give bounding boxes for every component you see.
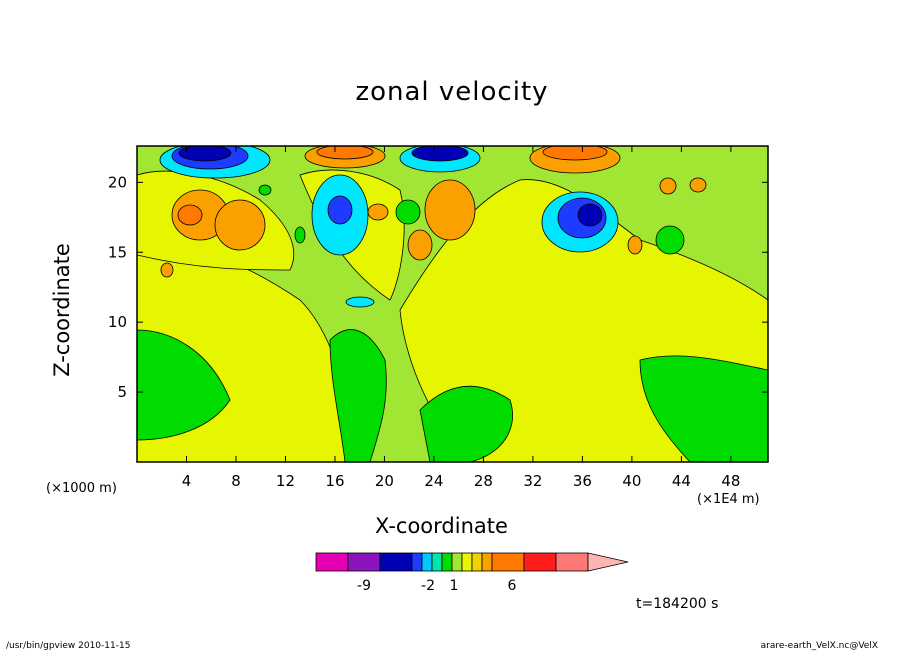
colorbar-box-1: [347, 552, 381, 572]
colorbar-label-1: 1: [450, 578, 459, 594]
colorbar-box-8: [461, 552, 473, 572]
colorbar-label--2: -2: [421, 578, 435, 594]
contour-region-25: [214, 199, 266, 251]
contour-region-35: [258, 184, 272, 196]
contour-plot-area: [137, 146, 768, 462]
footer-right-text: arare-earth_VelX.nc@VelX: [760, 641, 878, 651]
y-tick-label-10: 10: [108, 313, 127, 331]
x-axis-label: X-coordinate: [375, 514, 508, 538]
colorbar-box-9: [471, 552, 483, 572]
contour-region-29: [627, 235, 643, 255]
colorbar-box-4: [421, 552, 433, 572]
y-tick-label-5: 5: [117, 383, 127, 401]
x-tick-label-8: 8: [231, 472, 241, 490]
x-tick-label-44: 44: [672, 472, 691, 490]
contour-region-12: [411, 146, 469, 162]
contour-region-18: [345, 296, 375, 308]
contour-region-20: [316, 146, 374, 160]
time-label: t=184200 s: [636, 596, 719, 612]
colorbar-box-10: [481, 552, 493, 572]
chart-title: zonal velocity: [355, 77, 549, 107]
colorbar-box-11: [491, 552, 525, 572]
colorbar-arrow: [587, 552, 629, 572]
x-tick-label-20: 20: [375, 472, 394, 490]
x-tick-label-12: 12: [276, 472, 295, 490]
y-tick-label-15: 15: [108, 243, 127, 261]
footer-left-text: /usr/bin/gpview 2010-11-15: [6, 641, 131, 651]
colorbar-box-7: [451, 552, 463, 572]
y-axis-units: (×1000 m): [46, 481, 117, 496]
colorbar-box-12: [523, 552, 557, 572]
contour-region-24: [177, 204, 203, 226]
x-tick-label-24: 24: [424, 472, 443, 490]
colorbar-box-2: [379, 552, 413, 572]
x-tick-label-36: 36: [573, 472, 592, 490]
contour-region-32: [659, 177, 677, 195]
contour-region-28: [367, 203, 389, 221]
contour-region-7: [329, 329, 387, 462]
x-tick-label-4: 4: [182, 472, 192, 490]
colorbar-box-5: [431, 552, 443, 572]
contour-region-30: [160, 262, 174, 278]
contour-region-27: [407, 229, 433, 261]
contour-region-33: [395, 199, 421, 225]
contour-region-31: [689, 177, 707, 193]
contour-region-26: [424, 179, 476, 241]
contour-region-6: [639, 355, 768, 462]
contour-region-5: [419, 385, 513, 462]
contour-region-34: [655, 225, 685, 255]
contour-region-22: [542, 146, 608, 161]
colorbar-box-6: [441, 552, 453, 572]
contour-region-4: [137, 329, 231, 441]
contour-regions: [137, 146, 768, 462]
contour-region-14: [327, 195, 353, 225]
colorbar-box-13: [555, 552, 589, 572]
colorbar-box-0: [315, 552, 349, 572]
colorbar-label--9: -9: [357, 578, 371, 594]
x-tick-label-40: 40: [622, 472, 641, 490]
x-axis-units: (×1E4 m): [697, 492, 760, 507]
contour-region-36: [294, 226, 306, 244]
colorbar-label-6: 6: [508, 578, 517, 594]
contour-region-10: [178, 146, 232, 162]
x-tick-label-48: 48: [721, 472, 740, 490]
y-axis-label: Z-coordinate: [50, 243, 74, 377]
plot-frame: [136, 145, 769, 463]
y-tick-label-20: 20: [108, 173, 127, 191]
contour-region-17: [577, 203, 603, 227]
x-tick-label-16: 16: [325, 472, 344, 490]
x-tick-label-32: 32: [523, 472, 542, 490]
colorbar-box-3: [411, 552, 423, 572]
x-tick-label-28: 28: [474, 472, 493, 490]
colorbar: -9 -2 1 6: [315, 552, 629, 594]
